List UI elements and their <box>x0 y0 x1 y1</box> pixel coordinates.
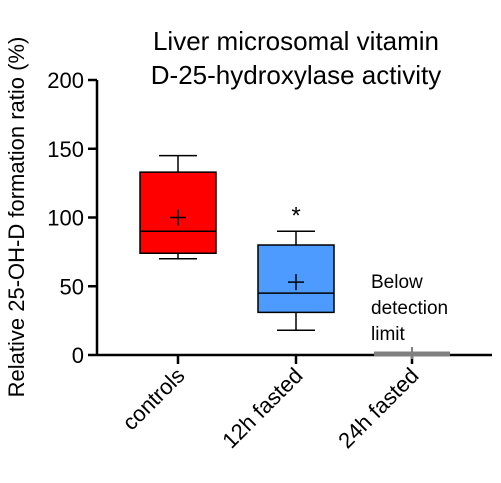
detection-limit-note: detection <box>371 298 448 319</box>
chart-title-line-1: Liver microsomal vitamin <box>153 26 439 56</box>
boxes <box>139 154 450 359</box>
y-tick-label: 100 <box>47 206 84 231</box>
detection-limit-note: limit <box>371 324 405 345</box>
chart-title-line-2: D-25-hydroxylase activity <box>151 60 441 90</box>
y-tick-label: 0 <box>72 343 84 368</box>
y-tick-label: 150 <box>47 137 84 162</box>
y-axis-label: Relative 25-OH-D formation ratio (%) <box>4 37 29 398</box>
box-12h-fasted <box>257 230 335 331</box>
y-tick-label: 200 <box>47 68 84 93</box>
detection-limit-note: Below <box>371 272 423 293</box>
box-controls <box>139 154 217 260</box>
box-24h-fasted <box>374 347 450 359</box>
y-tick-label: 50 <box>60 274 84 299</box>
x-tick-label: controls <box>117 363 189 435</box>
significance-asterisk: * <box>291 202 300 229</box>
annotations: * Below detection limit <box>291 202 448 345</box>
x-tick-label: 24h fasted <box>333 363 423 453</box>
x-tick-label: 12h fasted <box>217 363 307 453</box>
